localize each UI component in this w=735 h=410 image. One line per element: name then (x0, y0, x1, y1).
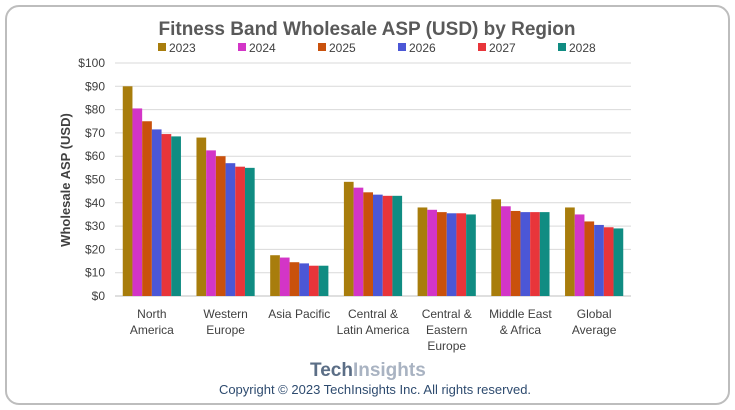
y-tick-label: $100 (78, 56, 105, 70)
y-tick-label: $20 (85, 242, 105, 256)
bar-2028 (613, 228, 624, 296)
legend: 2023 2024 2025 2026 2027 2028 (158, 41, 596, 55)
bar-2026 (373, 194, 383, 296)
y-tick-label: $80 (85, 103, 105, 117)
bar-2024 (574, 214, 585, 296)
bar-2024 (353, 187, 364, 296)
bar-2023 (343, 181, 354, 296)
legend-swatch (398, 43, 406, 51)
x-category-label: Europe (427, 339, 466, 353)
logo-wordmark: TechInsights (310, 360, 426, 381)
bar-2025 (289, 262, 300, 296)
legend-label: 2028 (569, 41, 596, 55)
y-axis-label: Wholesale ASP (USD) (58, 113, 73, 247)
bar-2026 (299, 263, 309, 296)
bar-2026 (594, 224, 604, 296)
legend-swatch (238, 43, 246, 51)
bar-2025 (510, 210, 521, 296)
x-category-label: Western (203, 307, 247, 321)
bar-2027 (530, 212, 540, 296)
legend-swatch (478, 43, 486, 51)
bar-2028 (318, 265, 329, 296)
x-category-label: Asia Pacific (268, 307, 330, 321)
legend-label: 2025 (329, 41, 356, 55)
bar-2023 (196, 137, 207, 296)
bar-2023 (122, 86, 133, 296)
legend-swatch (318, 43, 326, 51)
bar-2025 (363, 192, 373, 296)
y-tick-label: $10 (85, 266, 105, 280)
bar-2024 (132, 108, 143, 296)
bars (122, 86, 624, 296)
logo-insights-text: Insights (353, 360, 426, 381)
bar-2024 (206, 150, 216, 296)
bar-2027 (603, 227, 614, 296)
y-axis-ticks: $0 $10 $20 $30 $40 $50 $60 $70 $80 $90 $100 (78, 56, 105, 303)
y-tick-label: $0 (92, 289, 106, 303)
bar-2025 (437, 212, 447, 296)
bar-2027 (308, 265, 319, 296)
bar-2023 (491, 199, 502, 296)
bar-2023 (417, 207, 428, 296)
y-tick-label: $90 (85, 79, 105, 93)
bar-2026 (446, 213, 457, 296)
y-tick-label: $40 (85, 196, 105, 210)
x-category-label: North (137, 307, 166, 321)
y-tick-label: $50 (85, 173, 105, 187)
bar-2028 (171, 136, 181, 296)
x-category-label: America (130, 323, 174, 337)
bar-2027 (161, 134, 172, 296)
logo: TechInsights (310, 360, 426, 381)
bar-2024 (501, 206, 511, 296)
bar-2024 (427, 209, 438, 296)
chart-title: Fitness Band Wholesale ASP (USD) by Regi… (158, 19, 575, 40)
x-category-label: Average (572, 323, 617, 337)
bar-2026 (151, 129, 162, 296)
x-category-label: Europe (206, 323, 245, 337)
x-category-label: Central & (422, 307, 472, 321)
bar-2025 (142, 121, 152, 296)
x-category-label: Middle East (489, 307, 552, 321)
bar-2026 (225, 163, 236, 296)
legend-label: 2024 (249, 41, 276, 55)
bar-2028 (392, 195, 403, 296)
bar-2025 (584, 221, 595, 296)
bar-2027 (235, 166, 245, 296)
legend-label: 2026 (409, 41, 436, 55)
y-tick-label: $70 (85, 126, 105, 140)
logo-tech-text: Tech (310, 360, 353, 381)
bar-2028 (244, 167, 255, 296)
legend-swatch (158, 43, 166, 51)
x-category-label: Global (577, 307, 612, 321)
x-category-label: & Africa (500, 323, 542, 337)
legend-label: 2023 (169, 41, 196, 55)
y-tick-label: $30 (85, 219, 105, 233)
bar-2024 (279, 257, 290, 296)
copyright-text: Copyright © 2023 TechInsights Inc. All r… (219, 382, 531, 397)
x-category-label: Eastern (426, 323, 467, 337)
bar-2027 (456, 213, 467, 296)
bar-2023 (270, 255, 280, 296)
bar-2026 (520, 212, 531, 296)
x-category-label: Latin America (337, 323, 410, 337)
x-category-label: Central & (348, 307, 398, 321)
bar-2028 (539, 212, 550, 296)
y-tick-label: $60 (85, 149, 105, 163)
bar-2023 (565, 207, 575, 296)
bar-2028 (466, 214, 476, 296)
legend-swatch (558, 43, 566, 51)
bar-2025 (215, 156, 226, 296)
bar-2027 (382, 195, 393, 296)
x-axis-categories: North America Western Europe Asia Pacific Cen… (130, 307, 617, 353)
legend-label: 2027 (489, 41, 516, 55)
